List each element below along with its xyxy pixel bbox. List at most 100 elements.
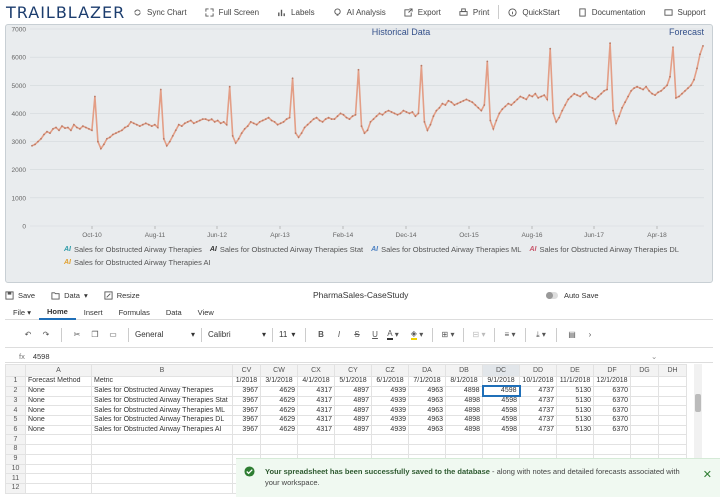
data-point[interactable]: [109, 136, 111, 139]
data-point[interactable]: [462, 99, 465, 102]
redo-button[interactable]: ↷: [37, 326, 55, 344]
data-point[interactable]: [153, 123, 156, 126]
data-point[interactable]: [627, 95, 629, 98]
data-point[interactable]: [225, 123, 228, 126]
data-point[interactable]: [240, 132, 243, 134]
data-point[interactable]: [106, 137, 108, 140]
column-header[interactable]: DA: [408, 364, 446, 377]
data-point[interactable]: [61, 125, 63, 127]
data-point[interactable]: [561, 109, 564, 112]
data-point[interactable]: [79, 128, 81, 130]
cell[interactable]: 4963: [408, 395, 446, 407]
cell[interactable]: [658, 385, 687, 397]
data-point[interactable]: [270, 119, 273, 122]
cell[interactable]: 6370: [593, 385, 631, 397]
toggle-switch[interactable]: [546, 291, 558, 299]
cell[interactable]: 9/1/2018: [482, 376, 520, 387]
forecast-point[interactable]: [693, 78, 695, 81]
data-point[interactable]: [369, 121, 372, 123]
forecast-series-line[interactable]: [672, 45, 704, 100]
data-point[interactable]: [279, 122, 282, 125]
data-point[interactable]: [336, 115, 339, 118]
cell[interactable]: [91, 444, 233, 455]
data-point[interactable]: [49, 132, 51, 134]
data-point[interactable]: [483, 104, 486, 106]
data-point[interactable]: [204, 118, 207, 120]
data-point[interactable]: [669, 75, 671, 78]
data-point[interactable]: [423, 121, 426, 123]
data-point[interactable]: [138, 125, 141, 127]
data-point[interactable]: [213, 121, 216, 123]
cell[interactable]: 4898: [445, 415, 483, 426]
data-point[interactable]: [282, 121, 285, 123]
data-point[interactable]: [162, 137, 165, 140]
scrollbar-thumb[interactable]: [695, 394, 701, 412]
data-point[interactable]: [183, 122, 186, 125]
cell[interactable]: [658, 376, 687, 387]
cell[interactable]: [630, 444, 659, 455]
data-point[interactable]: [654, 94, 656, 96]
data-point[interactable]: [82, 125, 84, 127]
row-header[interactable]: 6: [5, 424, 26, 436]
data-point[interactable]: [112, 133, 114, 136]
cell[interactable]: 4939: [371, 424, 409, 436]
auto-save-toggle[interactable]: Auto Save: [546, 291, 599, 300]
menu-view[interactable]: View: [197, 308, 214, 317]
column-header[interactable]: CY: [334, 364, 372, 377]
cell[interactable]: 10/1/2018: [519, 376, 557, 387]
data-point[interactable]: [399, 112, 402, 115]
data-point[interactable]: [438, 106, 441, 109]
data-point[interactable]: [615, 122, 617, 125]
cell[interactable]: [371, 444, 409, 455]
cell[interactable]: [91, 473, 233, 484]
data-point[interactable]: [588, 95, 591, 98]
cell[interactable]: None: [25, 395, 92, 407]
column-header[interactable]: B: [91, 364, 233, 377]
data-point[interactable]: [115, 132, 117, 134]
merge-cells-button[interactable]: ⊟ ▾: [470, 326, 488, 344]
data-point[interactable]: [34, 143, 36, 146]
data-point[interactable]: [648, 90, 650, 92]
data-point[interactable]: [435, 109, 438, 112]
cell[interactable]: [445, 444, 483, 455]
cell[interactable]: [482, 434, 520, 446]
data-point[interactable]: [165, 144, 168, 147]
cell[interactable]: 3967: [232, 385, 261, 397]
cell[interactable]: 4317: [297, 415, 335, 426]
cell[interactable]: [371, 434, 409, 446]
data-point[interactable]: [456, 102, 459, 105]
data-point[interactable]: [55, 126, 57, 129]
sync-chart-button[interactable]: Sync Chart: [124, 0, 196, 24]
cell[interactable]: [445, 434, 483, 446]
data-point[interactable]: [630, 90, 632, 92]
data-point[interactable]: [264, 118, 267, 120]
data-point[interactable]: [219, 122, 222, 125]
cell[interactable]: 4963: [408, 385, 446, 397]
cell[interactable]: [658, 415, 687, 426]
data-point[interactable]: [234, 142, 237, 144]
data-point[interactable]: [540, 95, 543, 98]
data-point[interactable]: [124, 126, 126, 129]
data-point[interactable]: [345, 116, 348, 119]
row-header[interactable]: 3: [5, 395, 26, 407]
data-point[interactable]: [570, 95, 573, 98]
cell[interactable]: 3/1/2018: [260, 376, 298, 387]
bold-button[interactable]: B: [312, 326, 330, 344]
column-header[interactable]: CX: [297, 364, 335, 377]
cell[interactable]: None: [25, 385, 92, 397]
data-point[interactable]: [447, 99, 450, 102]
cell[interactable]: 4737: [519, 415, 557, 426]
data-point[interactable]: [73, 123, 75, 126]
data-point[interactable]: [519, 95, 522, 98]
data-point[interactable]: [390, 111, 393, 113]
cell[interactable]: [25, 463, 92, 475]
data-point[interactable]: [348, 118, 351, 120]
cell[interactable]: 4939: [371, 415, 409, 426]
data-point[interactable]: [300, 132, 303, 134]
data-point[interactable]: [100, 147, 102, 150]
cell[interactable]: 5130: [556, 385, 594, 397]
data-point[interactable]: [330, 118, 333, 120]
cell[interactable]: [593, 434, 631, 446]
column-header[interactable]: DF: [593, 364, 631, 377]
data-point[interactable]: [573, 92, 576, 95]
